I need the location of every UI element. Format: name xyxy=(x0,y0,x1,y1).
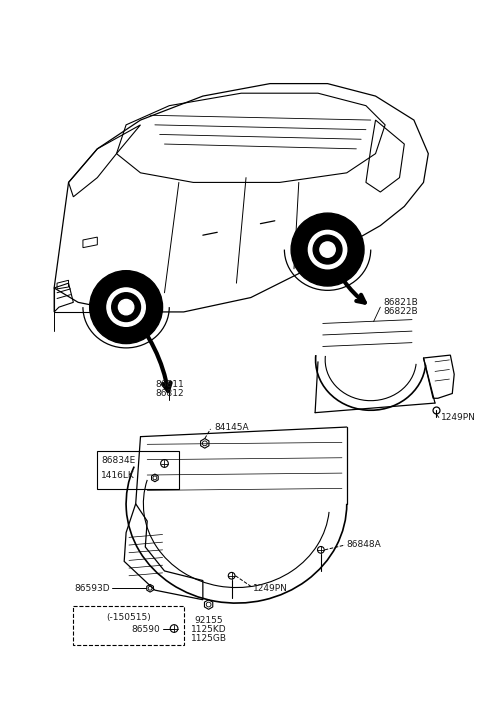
Circle shape xyxy=(90,271,163,344)
Text: (-150515): (-150515) xyxy=(107,613,151,621)
Text: 86811: 86811 xyxy=(155,380,184,390)
Bar xyxy=(73,606,184,645)
Text: 92155: 92155 xyxy=(194,616,223,626)
Circle shape xyxy=(107,288,145,326)
Text: 86821B: 86821B xyxy=(383,298,418,307)
Text: 1249PN: 1249PN xyxy=(253,583,288,593)
Text: 86593D: 86593D xyxy=(74,583,110,593)
Text: 84145A: 84145A xyxy=(215,423,249,432)
Circle shape xyxy=(119,300,134,315)
Text: 86848A: 86848A xyxy=(347,540,382,548)
Text: 1249PN: 1249PN xyxy=(441,413,476,422)
Text: 86834E: 86834E xyxy=(101,456,135,465)
Text: 86822B: 86822B xyxy=(383,307,418,317)
Circle shape xyxy=(291,213,364,286)
Text: 86590: 86590 xyxy=(131,625,160,634)
Circle shape xyxy=(313,235,342,264)
Text: 86812: 86812 xyxy=(155,389,183,398)
Circle shape xyxy=(320,242,335,257)
Bar xyxy=(97,451,179,489)
Circle shape xyxy=(112,292,141,322)
Circle shape xyxy=(308,230,347,269)
Text: 1125KD: 1125KD xyxy=(191,625,227,634)
Text: 1416LK: 1416LK xyxy=(101,470,135,480)
Text: 1125GB: 1125GB xyxy=(191,633,227,643)
